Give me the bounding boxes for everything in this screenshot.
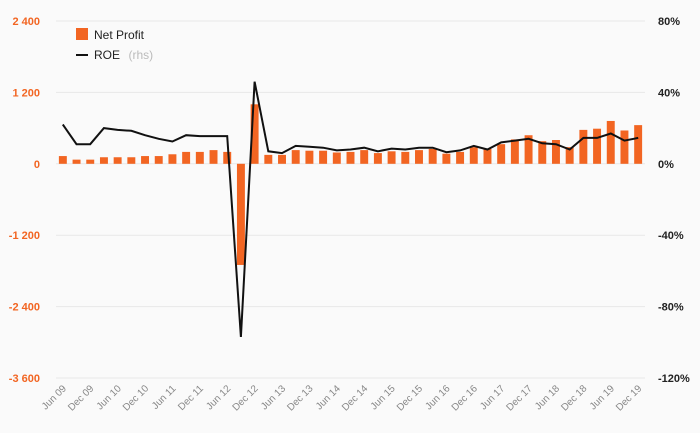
bar xyxy=(223,151,232,164)
x-tick-label: Jun 14 xyxy=(314,383,343,412)
x-tick-label: Jun 10 xyxy=(95,383,124,412)
bar xyxy=(373,153,382,164)
left-tick-label: -2 400 xyxy=(9,302,40,314)
bar xyxy=(483,148,492,164)
left-tick-label: -3 600 xyxy=(9,373,40,385)
bar xyxy=(524,135,533,164)
bar xyxy=(99,157,108,164)
roe-line xyxy=(61,81,639,337)
bar xyxy=(264,154,273,164)
bar xyxy=(634,125,643,164)
bar xyxy=(58,156,67,164)
bar xyxy=(387,151,396,164)
x-tick-label: Dec 14 xyxy=(340,383,370,413)
x-tick-label: Jun 16 xyxy=(423,383,452,412)
bar xyxy=(195,151,204,164)
bar xyxy=(168,154,177,164)
bar xyxy=(551,140,560,164)
bar xyxy=(319,150,328,164)
bar xyxy=(182,151,191,164)
right-tick-label: 0% xyxy=(658,159,674,171)
x-tick-label: Dec 18 xyxy=(559,383,589,413)
left-tick-label: 1 200 xyxy=(12,87,40,99)
bar xyxy=(141,156,150,164)
right-tick-label: 80% xyxy=(658,16,680,28)
right-axis-ticks: 80% 40% 0% -40% -80% -120% xyxy=(658,16,690,385)
x-tick-label: Jun 09 xyxy=(40,383,69,412)
bar xyxy=(442,153,451,164)
left-tick-label: 2 400 xyxy=(12,16,40,28)
x-tick-label: Jun 13 xyxy=(259,383,288,412)
bar xyxy=(346,151,355,164)
legend-label-net-profit: Net Profit xyxy=(94,28,145,42)
bar xyxy=(127,157,136,164)
x-tick-label: Jun 18 xyxy=(533,383,562,412)
right-tick-label: -120% xyxy=(658,373,690,385)
bar xyxy=(497,144,506,164)
bar xyxy=(250,104,259,164)
legend-label-roe-suffix: (rhs) xyxy=(128,48,153,62)
x-tick-label: Dec 09 xyxy=(66,383,96,413)
bar xyxy=(428,148,437,164)
right-tick-label: 40% xyxy=(658,87,680,99)
bar xyxy=(305,150,314,164)
left-axis-ticks: 2 400 1 200 0 -1 200 -2 400 -3 600 xyxy=(9,16,40,385)
x-tick-label: Jun 19 xyxy=(588,383,617,412)
x-tick-label: Dec 13 xyxy=(285,383,315,413)
right-tick-label: -80% xyxy=(658,302,684,314)
bar xyxy=(415,150,423,164)
x-tick-label: Dec 17 xyxy=(505,383,535,413)
bar xyxy=(72,159,81,164)
bar xyxy=(620,130,629,164)
bar xyxy=(456,151,465,164)
bar xyxy=(209,150,218,164)
bar xyxy=(154,156,163,164)
x-tick-label: Dec 12 xyxy=(231,383,261,413)
legend: Net Profit ROE (rhs) xyxy=(76,28,153,63)
x-tick-label: Dec 15 xyxy=(395,383,425,413)
bar xyxy=(401,151,410,164)
grid-lines xyxy=(56,20,645,379)
bar xyxy=(291,150,300,164)
bar xyxy=(360,150,369,164)
bar xyxy=(113,157,122,164)
x-tick-label: Dec 19 xyxy=(614,383,644,413)
bar xyxy=(510,139,519,164)
net-profit-bars xyxy=(58,104,643,265)
legend-swatch-net-profit xyxy=(76,28,88,40)
bar xyxy=(565,147,574,164)
left-tick-label: -1 200 xyxy=(9,230,40,242)
x-tick-label: Jun 17 xyxy=(478,383,507,412)
bar xyxy=(86,159,95,164)
left-tick-label: 0 xyxy=(34,159,40,171)
x-tick-label: Jun 15 xyxy=(369,383,398,412)
bar xyxy=(579,129,588,164)
x-tick-label: Dec 16 xyxy=(450,383,480,413)
bar xyxy=(332,152,341,164)
bar xyxy=(469,147,478,164)
bar xyxy=(236,163,245,265)
right-tick-label: -40% xyxy=(658,230,684,242)
x-tick-label: Dec 10 xyxy=(121,383,151,413)
x-tick-label: Jun 11 xyxy=(150,383,179,412)
x-tick-label: Dec 11 xyxy=(176,383,206,413)
bar xyxy=(278,154,286,164)
bar xyxy=(606,120,615,164)
bar xyxy=(593,128,602,164)
x-tick-label: Jun 12 xyxy=(204,383,233,412)
legend-label-roe-group: ROE (rhs) xyxy=(94,46,153,63)
bar xyxy=(538,141,547,164)
legend-label-roe: ROE xyxy=(94,48,120,62)
